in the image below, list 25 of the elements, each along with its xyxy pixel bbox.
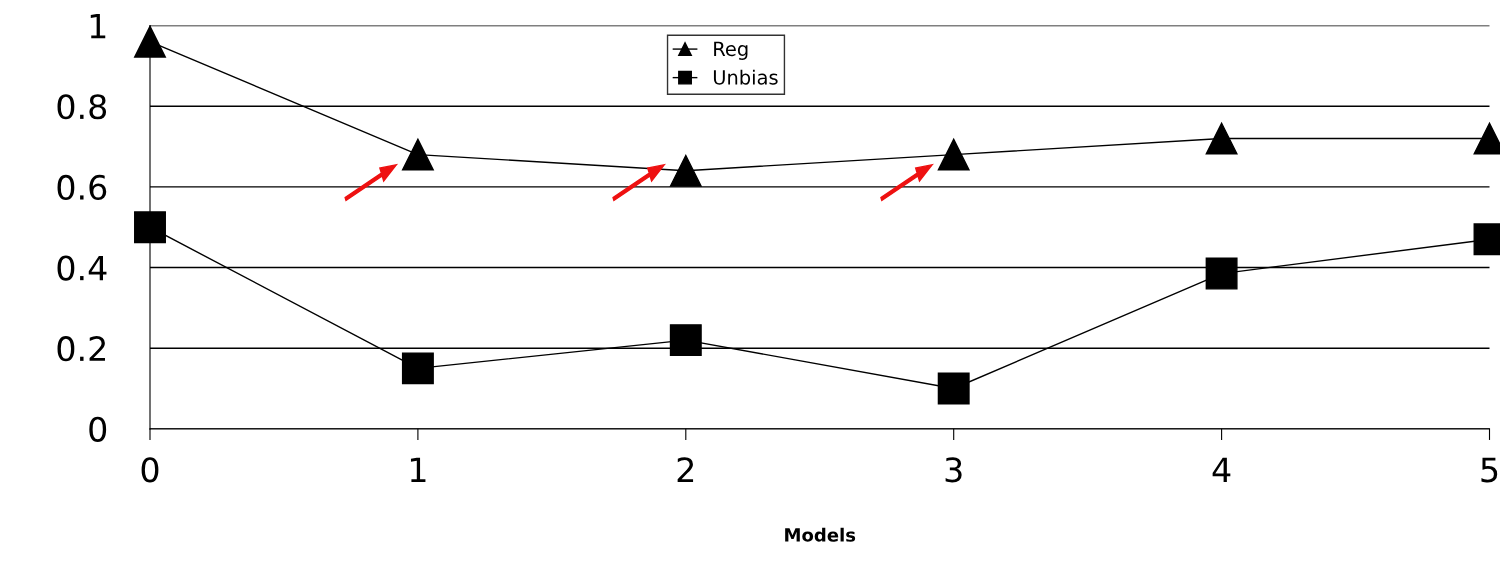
point (1205, 257, 1238, 290)
legend-label: Reg (714, 41, 748, 60)
point (134, 211, 166, 244)
y-tick-label: 0.6 (57, 174, 107, 201)
y-tick-label: 0.8 (57, 94, 107, 120)
point (669, 154, 702, 187)
point (401, 352, 434, 385)
y-tick-label: 0.2 (57, 336, 105, 362)
point (1205, 122, 1238, 155)
x-tick-label: 5 (1481, 457, 1498, 483)
x-tick-label: 1 (410, 457, 426, 482)
x-axis-title: Models (785, 527, 856, 542)
point (134, 25, 166, 58)
y-tick-label: 0.4 (57, 255, 107, 281)
point (401, 138, 434, 171)
legend-label: Unbias (713, 69, 778, 85)
point (937, 138, 970, 171)
x-tick-label: 4 (1212, 457, 1231, 482)
x-tick-label: 2 (677, 457, 694, 482)
x-tick-label: 0 (141, 457, 159, 483)
point (937, 372, 970, 405)
x-tick-label: 3 (945, 457, 962, 483)
y-tick-label: 1 (90, 13, 106, 39)
y-tick-label: 0 (89, 416, 107, 442)
point (669, 324, 702, 357)
